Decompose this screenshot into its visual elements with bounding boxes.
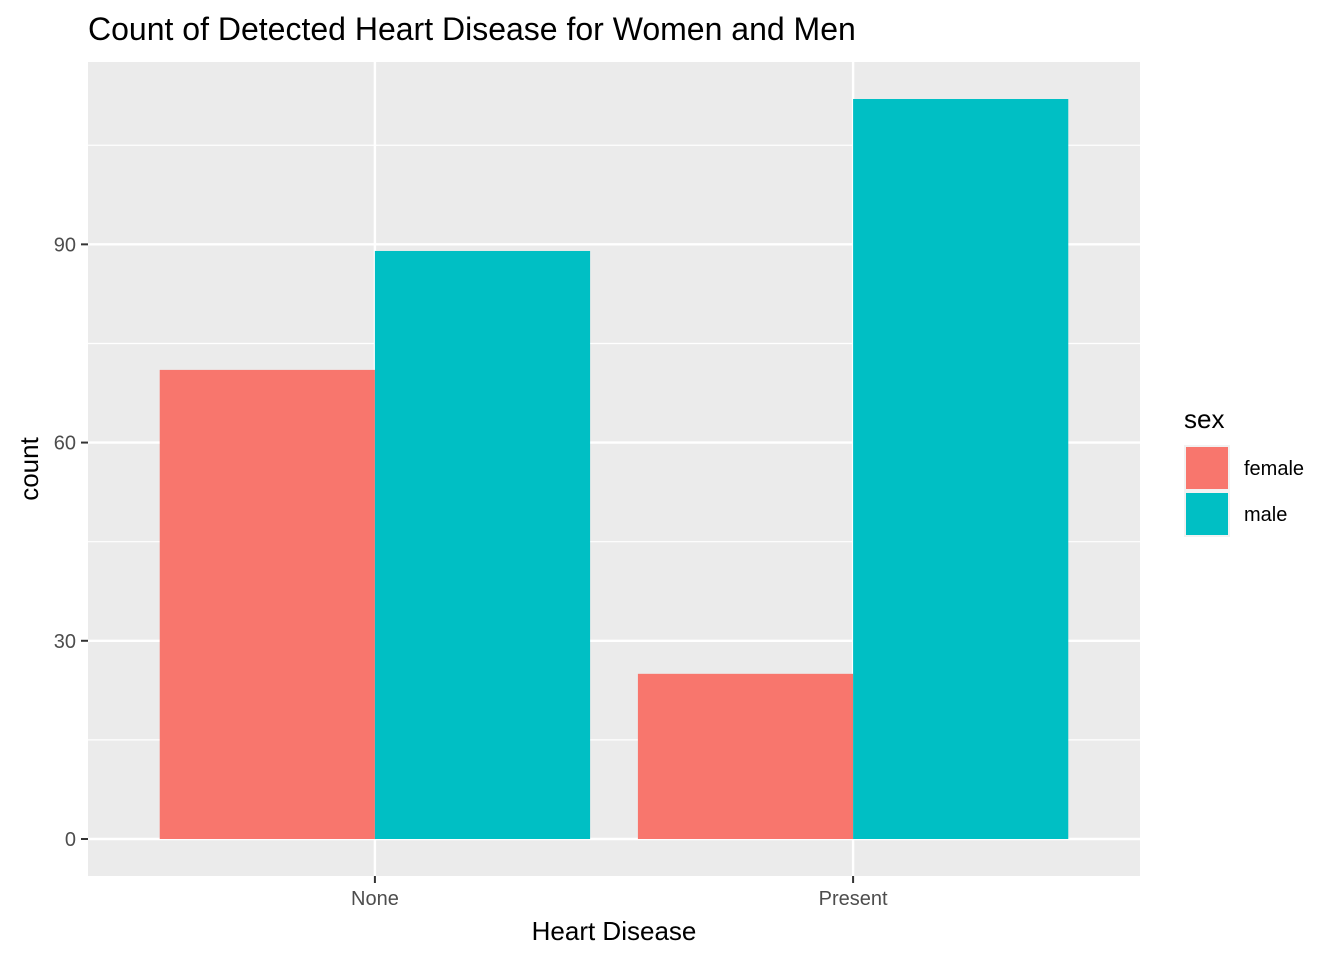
legend-label-male: male: [1244, 504, 1287, 526]
bars: [159, 99, 1069, 839]
y-tick-label: 60: [54, 433, 76, 455]
bar-male-present: [853, 99, 1069, 839]
legend-swatch-female: [1186, 447, 1228, 489]
bar-female-none: [159, 369, 375, 839]
y-tick-label: 90: [54, 234, 76, 256]
y-tick-label: 30: [54, 631, 76, 653]
y-tick-label: 0: [65, 829, 76, 851]
x-tick-label: None: [351, 888, 399, 910]
chart-title: Count of Detected Heart Disease for Wome…: [88, 11, 856, 47]
bar-male-none: [374, 250, 591, 839]
y-axis-title: count: [14, 436, 44, 500]
x-tick-label: Present: [819, 888, 888, 910]
legend-label-female: female: [1244, 458, 1304, 480]
legend: sex female male: [1184, 404, 1304, 537]
legend-swatch-male: [1186, 493, 1228, 535]
x-axis: None Present: [351, 876, 888, 910]
y-axis: 0 30 60 90: [54, 234, 88, 851]
x-axis-title: Heart Disease: [532, 916, 697, 946]
legend-title: sex: [1184, 404, 1224, 434]
bar-female-present: [637, 673, 854, 839]
